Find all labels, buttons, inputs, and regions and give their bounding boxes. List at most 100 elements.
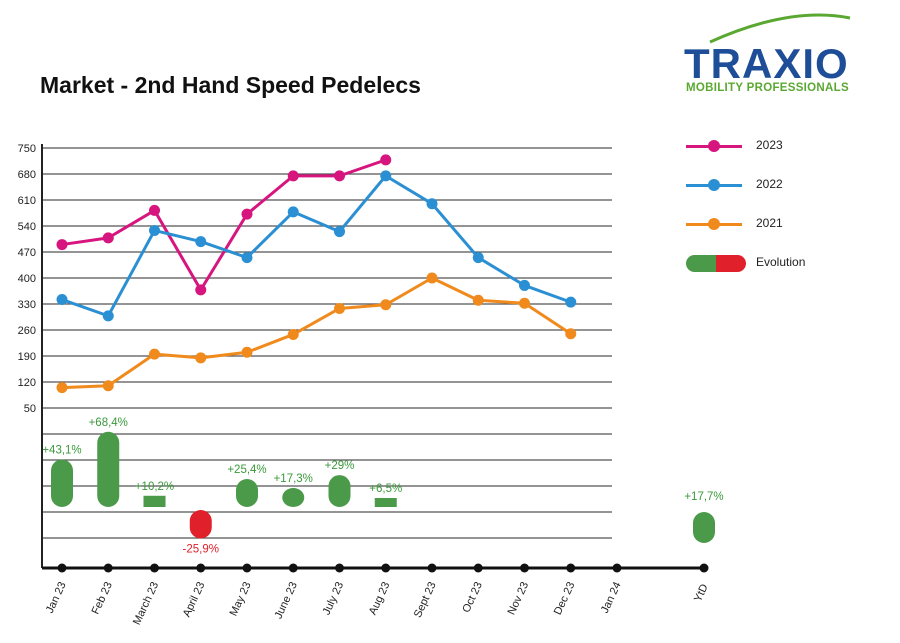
data-point-2022	[565, 296, 577, 308]
x-tick-label: Dec 23	[552, 580, 578, 617]
x-tick-label: March 23	[131, 580, 161, 627]
data-point-2023	[56, 239, 68, 251]
y-tick-label: 190	[18, 351, 36, 363]
data-point-2022	[519, 279, 530, 291]
evolution-bar	[328, 475, 351, 507]
evolution-bar	[236, 479, 258, 507]
evolution-label: +25,4%	[227, 464, 266, 476]
legend-marker-2021	[708, 218, 720, 230]
x-tick-dot	[473, 563, 483, 573]
data-point-2022	[334, 226, 345, 238]
data-point-2021	[472, 294, 484, 306]
x-tick-dot	[103, 563, 113, 573]
y-tick-label: 330	[18, 299, 36, 311]
evolution-bar	[143, 495, 166, 507]
legend-item-2023: 2023	[686, 136, 866, 156]
x-tick-label: June 23	[273, 580, 300, 621]
legend-marker-2022	[708, 179, 720, 191]
legend-marker-2023	[708, 140, 720, 152]
legend-label-2023: 2023	[756, 138, 783, 152]
x-tick-label: May 23	[228, 580, 254, 618]
x-tick-dot	[57, 563, 67, 573]
data-point-2021	[56, 382, 68, 394]
data-point-2021	[519, 297, 530, 309]
x-tick-label: Oct 23	[460, 580, 485, 614]
chart-title: Market - 2nd Hand Speed Pedelecs	[40, 72, 421, 98]
y-tick-label: 120	[18, 377, 36, 389]
y-tick-label: 680	[18, 169, 36, 181]
y-tick-label: 50	[24, 403, 36, 415]
x-tick-dot	[427, 563, 437, 573]
data-point-2023	[334, 170, 345, 182]
x-tick-label: April 23	[181, 580, 208, 619]
data-point-2022	[426, 198, 438, 210]
data-point-2023	[287, 170, 299, 182]
logo-swoosh-icon	[709, 13, 851, 44]
legend-item-2021: 2021	[686, 214, 866, 234]
x-tick-dot	[196, 563, 206, 573]
y-tick-label: 260	[18, 325, 36, 337]
y-tick-label: 540	[18, 221, 36, 233]
evolution-bar	[374, 498, 397, 507]
x-tick-label: Jan 24	[599, 580, 624, 615]
x-tick-dot	[288, 563, 298, 573]
x-tick-dot	[612, 563, 622, 573]
logo-tagline: MOBILITY PROFESSIONALS	[686, 82, 849, 94]
evolution-bar	[282, 487, 305, 507]
evolution-label: -25,9%	[183, 543, 219, 555]
data-point-2021	[287, 328, 299, 340]
x-tick-dot	[381, 563, 391, 573]
data-point-2022	[472, 252, 484, 264]
legend-label-2021: 2021	[756, 216, 783, 230]
x-tick-dot	[335, 563, 344, 573]
evolution-label: +6,5%	[369, 483, 402, 495]
data-point-2022	[149, 224, 160, 236]
data-point-2023	[241, 208, 253, 220]
evolution-bar	[51, 459, 73, 507]
legend-item-2022: 2022	[686, 175, 866, 195]
x-tick-label: Aug 23	[367, 580, 393, 617]
y-tick-label: 610	[18, 195, 36, 207]
x-tick-label-ytd: YtD	[692, 582, 711, 604]
evolution-label: +29%	[325, 460, 355, 472]
x-tick-label: Feb 23	[90, 580, 115, 616]
ytd-evolution-label: +17,7%	[684, 491, 723, 503]
evolution-label: +68,4%	[89, 417, 128, 429]
traxio-logo: TRAXIO MOBILITY PROFESSIONALS	[680, 12, 885, 102]
legend-item-evolution: Evolution	[686, 253, 866, 273]
x-tick-dot	[150, 563, 159, 573]
data-point-2021	[565, 328, 577, 340]
data-point-2021	[426, 272, 438, 284]
data-point-2022	[380, 170, 392, 182]
series-line-2021	[61, 276, 572, 390]
ytd-evolution-bar	[693, 512, 715, 543]
data-point-2022	[56, 294, 68, 306]
x-tick-label: Sept 23	[412, 580, 439, 619]
data-point-2022	[102, 310, 114, 322]
x-tick-dot	[699, 563, 709, 573]
legend-marker-evolution	[686, 255, 746, 272]
x-tick-label: Jan 23	[44, 580, 69, 615]
data-point-2021	[380, 299, 392, 311]
evolution-bar	[189, 510, 212, 539]
evolution-label: +10,2%	[135, 481, 174, 493]
data-point-2021	[195, 352, 207, 364]
y-tick-label: 470	[18, 247, 36, 259]
x-tick-dot	[566, 563, 576, 573]
data-point-2021	[334, 302, 345, 314]
x-tick-label: Nov 23	[506, 580, 532, 617]
series-line-2022	[61, 174, 572, 318]
series-line-2023	[61, 158, 387, 292]
data-point-2021	[149, 348, 160, 360]
legend-label-evolution: Evolution	[756, 255, 806, 269]
evolution-label: +43,1%	[42, 445, 81, 457]
data-point-2023	[195, 284, 207, 296]
data-point-2021	[102, 380, 114, 392]
y-tick-label: 750	[18, 143, 36, 155]
evolution-label: +17,3%	[274, 473, 313, 485]
logo-wordmark: TRAXIO	[684, 40, 849, 87]
data-point-2022	[287, 206, 299, 218]
data-point-2023	[149, 204, 160, 216]
x-tick-label: July 23	[321, 580, 347, 617]
